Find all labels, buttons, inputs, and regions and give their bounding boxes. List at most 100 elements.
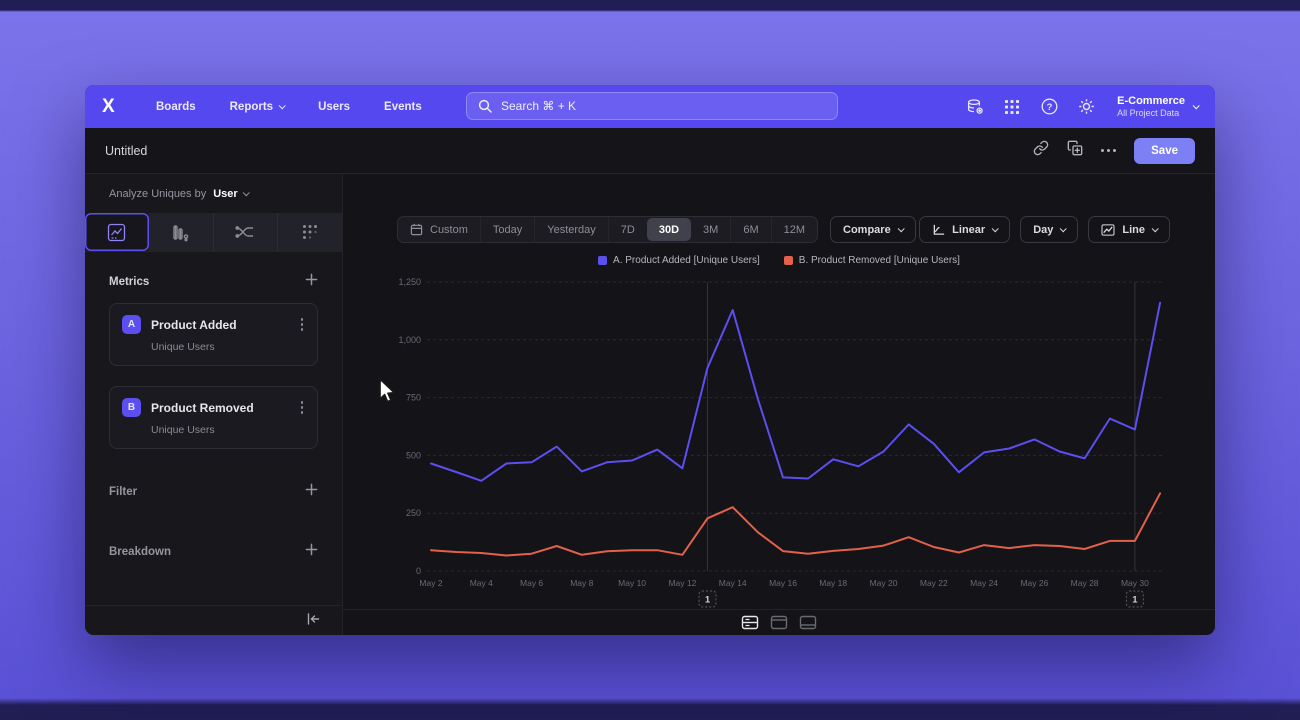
top-nav-right: ? E-Commerce All Project Data <box>966 94 1200 119</box>
range-today[interactable]: Today <box>479 217 534 242</box>
nav-item-boards[interactable]: Boards <box>156 100 196 113</box>
data-management-icon[interactable] <box>966 98 984 116</box>
chevron-down-icon <box>1060 225 1068 233</box>
layout-chart-only-button[interactable] <box>770 615 788 630</box>
range-30d[interactable]: 30D <box>646 218 692 241</box>
metric-card-b[interactable]: B Product Removed Unique Users <box>109 386 318 449</box>
range-3m[interactable]: 3M <box>703 223 719 236</box>
axis-scale-icon <box>933 224 945 235</box>
metrics-header-row: Metrics <box>109 273 318 291</box>
nav-item-reports[interactable]: Reports <box>230 101 286 113</box>
visualization-tabs <box>85 213 342 252</box>
metric-options-icon[interactable] <box>299 316 306 333</box>
chart-panel: Custom Today Yesterday 7D 30D 3M 6M 12M … <box>343 174 1215 635</box>
primary-nav: Boards Reports Users Events <box>156 101 422 113</box>
range-12m[interactable]: 12M <box>770 217 817 242</box>
share-link-icon[interactable] <box>1033 140 1049 161</box>
metric-subtitle[interactable]: Unique Users <box>151 424 215 436</box>
mixpanel-logo-icon[interactable]: X <box>102 95 115 117</box>
svg-text:May 26: May 26 <box>1020 578 1048 588</box>
save-button[interactable]: Save <box>1134 137 1195 164</box>
more-menu-icon[interactable] <box>1101 149 1117 152</box>
chart-legend: A. Product Added [Unique Users] B. Produ… <box>343 255 1215 266</box>
analyze-uniques-dropdown[interactable]: Analyze Uniques by User <box>85 174 342 213</box>
chevron-down-icon <box>1192 102 1200 110</box>
chart-display-controls: Linear Day Line <box>919 216 1170 243</box>
svg-text:May 8: May 8 <box>570 578 593 588</box>
compare-button[interactable]: Compare <box>830 216 916 243</box>
range-6m[interactable]: 6M <box>730 217 770 242</box>
layout-split-view-button[interactable] <box>741 615 759 630</box>
project-name: E-Commerce <box>1117 94 1185 107</box>
metric-options-icon[interactable] <box>299 399 306 416</box>
date-range-segmented-control: Custom Today Yesterday 7D 30D 3M 6M 12M <box>397 216 819 243</box>
chevron-down-icon <box>897 225 905 233</box>
report-title[interactable]: Untitled <box>105 143 148 158</box>
legend-item-b[interactable]: B. Product Removed [Unique Users] <box>783 255 960 266</box>
breakdown-section-row: Breakdown <box>109 543 318 561</box>
chevron-down-icon <box>1151 225 1159 233</box>
bar-chart-icon <box>173 224 189 241</box>
chevron-down-icon <box>991 225 999 233</box>
series-a-swatch <box>598 256 608 265</box>
line-chart-type-icon <box>1101 223 1115 236</box>
add-filter-button[interactable] <box>305 483 318 501</box>
svg-text:May 16: May 16 <box>769 578 797 588</box>
metrics-header: Metrics <box>109 276 150 288</box>
line-chart[interactable]: 0 250 500 750 1,000 1,250 May 2 May 4 May 6 May 8… <box>343 264 1214 616</box>
svg-text:1: 1 <box>1132 595 1138 606</box>
collapse-sidebar-icon[interactable] <box>306 612 320 630</box>
tab-flows[interactable] <box>212 213 278 251</box>
series-b-swatch <box>783 256 793 265</box>
add-breakdown-button[interactable] <box>305 543 318 561</box>
svg-text:May 28: May 28 <box>1071 578 1099 588</box>
range-7d[interactable]: 7D <box>607 217 647 242</box>
tab-funnels[interactable] <box>148 213 213 251</box>
line-chart-icon <box>108 223 126 241</box>
svg-text:0: 0 <box>416 566 421 576</box>
title-bar-actions: Save <box>1033 137 1195 164</box>
metric-badge-b: B <box>122 398 141 417</box>
tab-insights[interactable] <box>85 213 149 251</box>
scale-dropdown[interactable]: Linear <box>919 216 1011 243</box>
legend-item-a[interactable]: A. Product Added [Unique Users] <box>598 255 760 266</box>
svg-text:May 10: May 10 <box>618 578 646 588</box>
project-selector[interactable]: E-Commerce All Project Data <box>1117 94 1200 119</box>
apps-grid-icon[interactable] <box>1003 98 1021 116</box>
breakdown-label: Breakdown <box>109 546 171 558</box>
svg-text:750: 750 <box>406 393 421 403</box>
svg-text:?: ? <box>1046 102 1052 113</box>
metric-title: Product Removed <box>151 400 254 415</box>
range-yesterday[interactable]: Yesterday <box>534 217 608 242</box>
sidebar-footer <box>85 605 342 635</box>
chart-controls: Custom Today Yesterday 7D 30D 3M 6M 12M … <box>397 216 1170 243</box>
duplicate-icon[interactable] <box>1067 140 1083 161</box>
chart-type-dropdown[interactable]: Line <box>1088 216 1170 243</box>
svg-text:250: 250 <box>406 508 421 518</box>
interval-dropdown[interactable]: Day <box>1020 216 1079 243</box>
svg-text:1,250: 1,250 <box>398 277 421 287</box>
search-input[interactable]: Search ⌘ + K <box>466 92 838 120</box>
nav-item-events[interactable]: Events <box>384 100 422 113</box>
nav-item-users[interactable]: Users <box>318 100 351 113</box>
tab-retention[interactable] <box>277 213 342 251</box>
metric-title: Product Added <box>151 317 237 332</box>
flows-icon <box>235 226 254 238</box>
svg-text:May 20: May 20 <box>870 578 898 588</box>
svg-text:May 22: May 22 <box>920 578 948 588</box>
metric-card-a[interactable]: A Product Added Unique Users <box>109 303 318 366</box>
svg-text:May 14: May 14 <box>719 578 747 588</box>
svg-text:May 18: May 18 <box>819 578 847 588</box>
project-subtitle: All Project Data <box>1117 108 1180 119</box>
add-metric-button[interactable] <box>305 273 318 291</box>
settings-gear-icon[interactable] <box>1077 98 1095 116</box>
query-sidebar: Analyze Uniques by User <box>85 174 343 635</box>
svg-text:May 4: May 4 <box>470 578 493 588</box>
report-title-bar: Untitled Save <box>85 128 1215 174</box>
metric-subtitle[interactable]: Unique Users <box>151 341 215 353</box>
range-custom[interactable]: Custom <box>398 217 480 242</box>
help-icon[interactable]: ? <box>1040 98 1058 116</box>
layout-toggle-bar <box>343 609 1215 635</box>
layout-table-only-button[interactable] <box>799 615 817 630</box>
